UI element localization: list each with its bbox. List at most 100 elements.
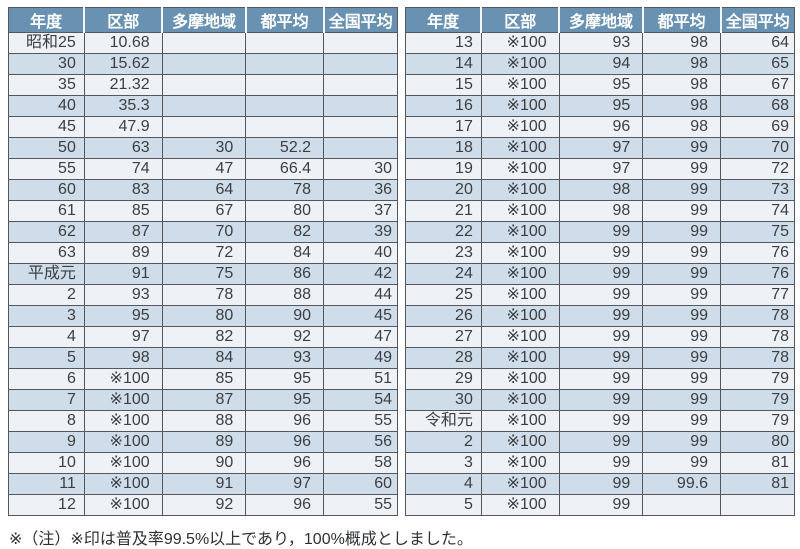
- value-cell: 99: [558, 494, 644, 516]
- table-row: 16 ※100 95 98 68: [405, 95, 795, 117]
- value-cell: 73: [720, 179, 795, 201]
- column-header: 年度: [8, 7, 85, 33]
- year-cell: 18: [405, 137, 482, 159]
- value-cell: [245, 53, 325, 75]
- value-cell: 60: [323, 473, 398, 495]
- table-row: 17 ※100 96 98 69: [405, 116, 795, 138]
- value-cell: 70: [720, 137, 795, 159]
- value-cell: 65: [720, 53, 795, 75]
- value-cell: 44: [323, 284, 398, 306]
- column-header: 全国平均: [322, 7, 398, 33]
- value-cell: ※100: [480, 326, 560, 348]
- year-cell: 3: [405, 452, 482, 474]
- year-cell: 27: [405, 326, 482, 348]
- value-cell: 98: [642, 32, 722, 54]
- value-cell: 92: [161, 494, 247, 516]
- value-cell: 99: [558, 347, 644, 369]
- value-cell: ※100: [480, 137, 560, 159]
- year-cell: 4: [8, 326, 85, 348]
- value-cell: 99: [558, 431, 644, 453]
- year-cell: 55: [8, 158, 85, 180]
- value-cell: 67: [720, 74, 795, 96]
- year-cell: 61: [8, 200, 85, 222]
- value-cell: 95: [245, 368, 325, 390]
- year-cell: 7: [8, 389, 85, 411]
- year-cell: 9: [8, 431, 85, 453]
- value-cell: 66.4: [245, 158, 325, 180]
- value-cell: 92: [245, 326, 325, 348]
- value-cell: ※100: [480, 431, 560, 453]
- table-row: 63 89 72 84 40: [8, 242, 398, 264]
- value-cell: 82: [245, 221, 325, 243]
- header-row: 年度 区部 多摩地域 都平均 全国平均: [8, 7, 398, 33]
- year-cell: 63: [8, 242, 85, 264]
- value-cell: 99: [642, 137, 722, 159]
- value-cell: ※100: [480, 53, 560, 75]
- value-cell: 99: [642, 200, 722, 222]
- year-cell: 16: [405, 95, 482, 117]
- table-row: 13 ※100 93 98 64: [405, 32, 795, 54]
- footnote: ※（注）※印は普及率99.5%以上であり，100%概成としました。: [9, 531, 473, 548]
- table-row: 平成元 91 75 86 42: [8, 263, 398, 285]
- value-cell: 98: [642, 116, 722, 138]
- value-cell: 56: [323, 431, 398, 453]
- value-cell: 85: [83, 200, 163, 222]
- value-cell: [323, 32, 398, 54]
- table-row: 26 ※100 99 99 78: [405, 305, 795, 327]
- value-cell: [323, 137, 398, 159]
- value-cell: 99: [642, 179, 722, 201]
- value-cell: 99: [642, 389, 722, 411]
- value-cell: 86: [245, 263, 325, 285]
- year-cell: 5: [405, 494, 482, 516]
- table-row: 19 ※100 97 99 72: [405, 158, 795, 180]
- value-cell: 90: [161, 452, 247, 474]
- value-cell: 98: [83, 347, 163, 369]
- value-cell: ※100: [480, 473, 560, 495]
- value-cell: ※100: [480, 263, 560, 285]
- value-cell: 93: [245, 347, 325, 369]
- year-cell: 11: [8, 473, 85, 495]
- value-cell: 80: [720, 431, 795, 453]
- value-cell: [323, 53, 398, 75]
- table-row: 61 85 67 80 37: [8, 200, 398, 222]
- value-cell: 74: [83, 158, 163, 180]
- table-row: 27 ※100 99 99 78: [405, 326, 795, 348]
- value-cell: 84: [245, 242, 325, 264]
- value-cell: 99: [642, 242, 722, 264]
- value-cell: 88: [245, 284, 325, 306]
- value-cell: ※100: [480, 95, 560, 117]
- year-cell: 5: [8, 347, 85, 369]
- value-cell: [161, 116, 247, 138]
- value-cell: ※100: [83, 452, 163, 474]
- value-cell: 72: [161, 242, 247, 264]
- table-row: 45 47.9: [8, 116, 398, 138]
- value-cell: 55: [323, 494, 398, 516]
- value-cell: 88: [161, 410, 247, 432]
- value-cell: 99: [558, 284, 644, 306]
- year-cell: 12: [8, 494, 85, 516]
- year-cell: 令和元: [405, 410, 482, 432]
- table-row: 24 ※100 99 99 76: [405, 263, 795, 285]
- table-row: 10 ※100 90 96 58: [8, 452, 398, 474]
- value-cell: 96: [245, 410, 325, 432]
- value-cell: 95: [558, 74, 644, 96]
- table-row: 5 98 84 93 49: [8, 347, 398, 369]
- table-row: 30 15.62: [8, 53, 398, 75]
- year-cell: 4: [405, 473, 482, 495]
- value-cell: ※100: [480, 389, 560, 411]
- year-cell: 20: [405, 179, 482, 201]
- value-cell: 99: [642, 284, 722, 306]
- right-table: 年度 区部 多摩地域 都平均 全国平均 13 ※100 93 98 64 14 ※100 94 98 65…: [405, 7, 795, 516]
- value-cell: 99: [642, 368, 722, 390]
- value-cell: 99: [642, 347, 722, 369]
- value-cell: 99: [642, 305, 722, 327]
- value-cell: 99.6: [642, 473, 722, 495]
- value-cell: 21.32: [83, 74, 163, 96]
- value-cell: 99: [642, 410, 722, 432]
- value-cell: [161, 32, 247, 54]
- year-cell: 10: [8, 452, 85, 474]
- value-cell: 99: [642, 263, 722, 285]
- table-row: 25 ※100 99 99 77: [405, 284, 795, 306]
- value-cell: ※100: [83, 431, 163, 453]
- left-table: 年度 区部 多摩地域 都平均 全国平均 昭和25 10.68 30 15.62 35 21.32 4…: [8, 7, 398, 516]
